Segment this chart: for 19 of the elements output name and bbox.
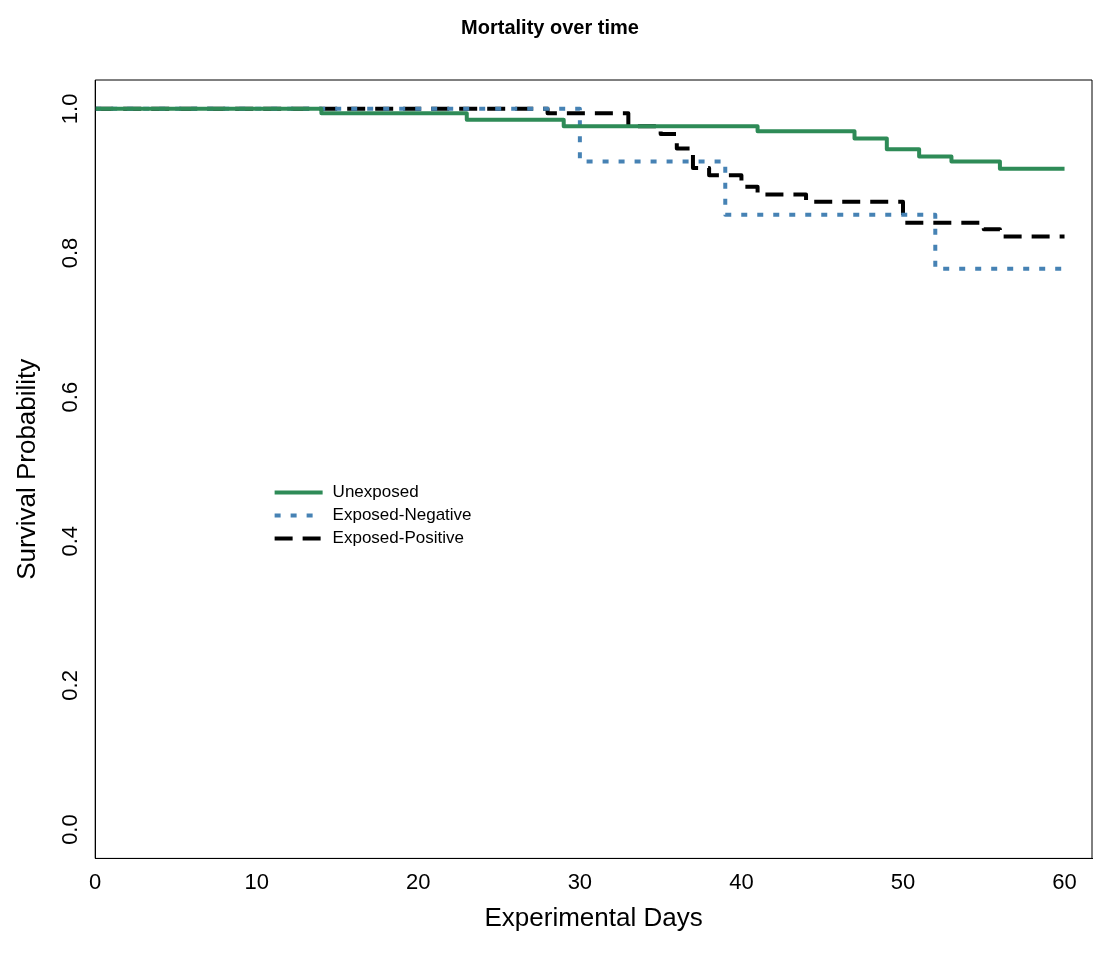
x-tick-label: 50	[890, 868, 916, 894]
legend-label: Exposed-Positive	[332, 528, 464, 548]
y-tick-label: 0.2	[57, 670, 83, 701]
y-axis-title: Survival Probability	[10, 358, 41, 580]
y-tick-label: 0.8	[57, 237, 83, 269]
x-axis-title: Experimental Days	[484, 901, 703, 932]
legend-label: Unexposed	[332, 482, 419, 502]
x-tick-label: 0	[89, 868, 102, 894]
legend-label: Exposed-Negative	[332, 505, 472, 525]
y-tick-label: 0.0	[57, 814, 83, 845]
y-tick-label: 0.4	[57, 525, 83, 557]
x-tick-label: 60	[1052, 868, 1077, 894]
x-tick-label: 30	[567, 868, 593, 894]
x-tick-label: 40	[729, 868, 754, 894]
x-tick-label: 10	[244, 868, 269, 894]
y-tick-label: 0.6	[57, 381, 83, 413]
x-tick-label: 20	[406, 868, 431, 894]
y-tick-label: 1.0	[57, 93, 83, 125]
chart-title: Mortality over time	[461, 15, 639, 38]
